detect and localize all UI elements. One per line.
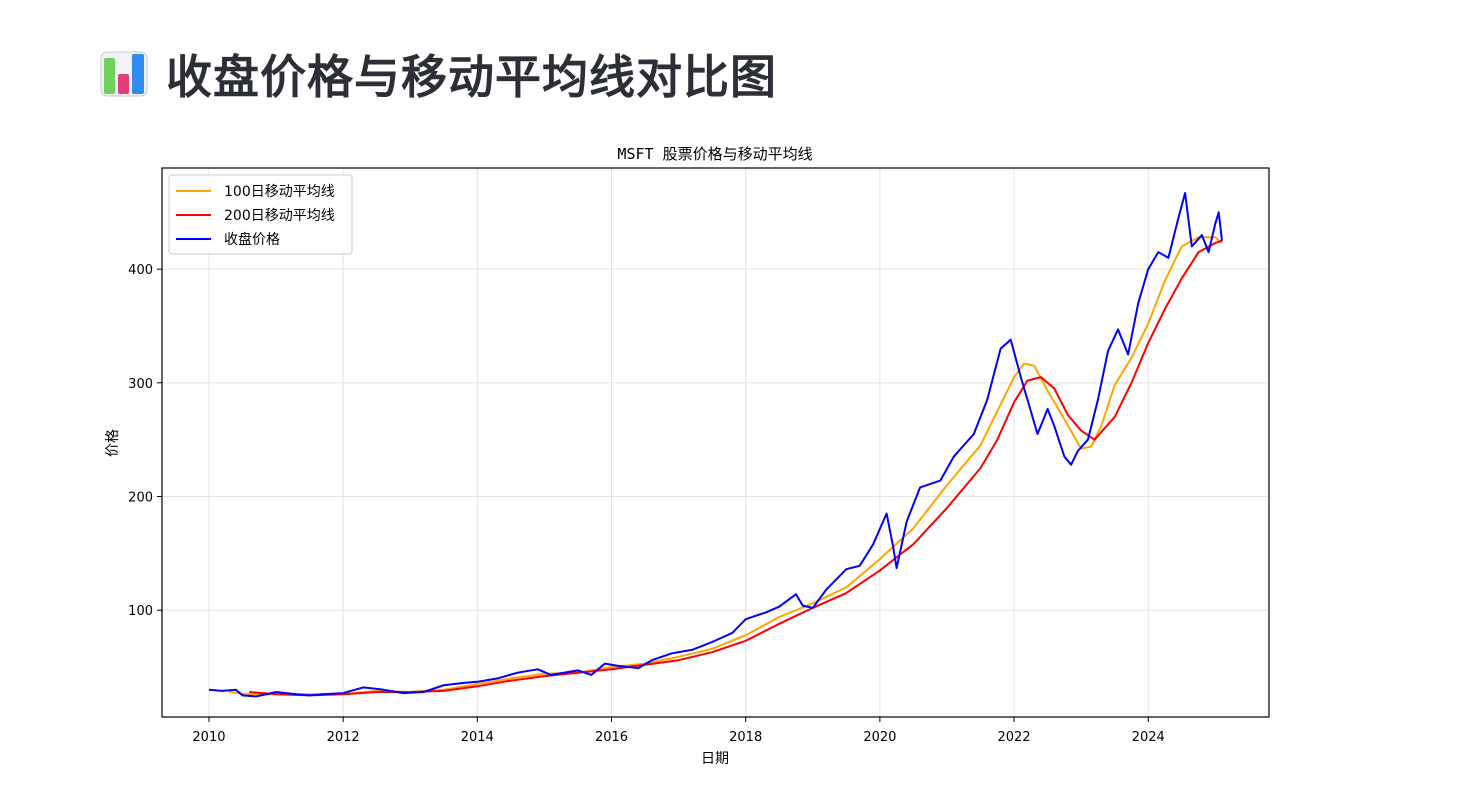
- y-tick-label: 100: [128, 604, 153, 619]
- x-axis-label: 日期: [701, 751, 729, 767]
- x-tick-label: 2024: [1132, 730, 1165, 745]
- x-tick-label: 2014: [461, 730, 494, 745]
- x-tick-label: 2016: [595, 730, 628, 745]
- x-tick-label: 2012: [327, 730, 360, 745]
- y-axis-label: 价格: [105, 429, 121, 457]
- series-line-0: [228, 236, 1223, 696]
- legend-box: [168, 174, 353, 255]
- y-tick-label: 200: [128, 490, 153, 505]
- x-tick-label: 2018: [729, 730, 762, 745]
- x-tick-label: 2010: [192, 730, 225, 745]
- legend-label: 100日移动平均线: [224, 184, 335, 200]
- series-layer: [208, 192, 1223, 698]
- page-title: 收盘价格与移动平均线对比图: [166, 50, 777, 104]
- plot-frame: [161, 167, 1270, 718]
- page-header: 收盘价格与移动平均线对比图: [100, 44, 777, 104]
- chart-title: MSFT 股票价格与移动平均线: [617, 145, 812, 163]
- series-line-1: [249, 239, 1223, 697]
- series-line-2: [208, 192, 1223, 698]
- bar-chart-icon: [100, 51, 148, 97]
- legend-label: 200日移动平均线: [224, 208, 335, 224]
- grid-layer: [162, 168, 1269, 717]
- x-tick-label: 2020: [863, 730, 896, 745]
- legend-label: 收盘价格: [224, 231, 280, 248]
- y-tick-label: 400: [128, 263, 153, 278]
- x-tick-label: 2022: [998, 730, 1031, 745]
- tick-layer: 2010 2012 2014 2016 2018 2020 2022 2024 100 200 30…: [128, 263, 1165, 745]
- y-tick-label: 300: [128, 377, 153, 392]
